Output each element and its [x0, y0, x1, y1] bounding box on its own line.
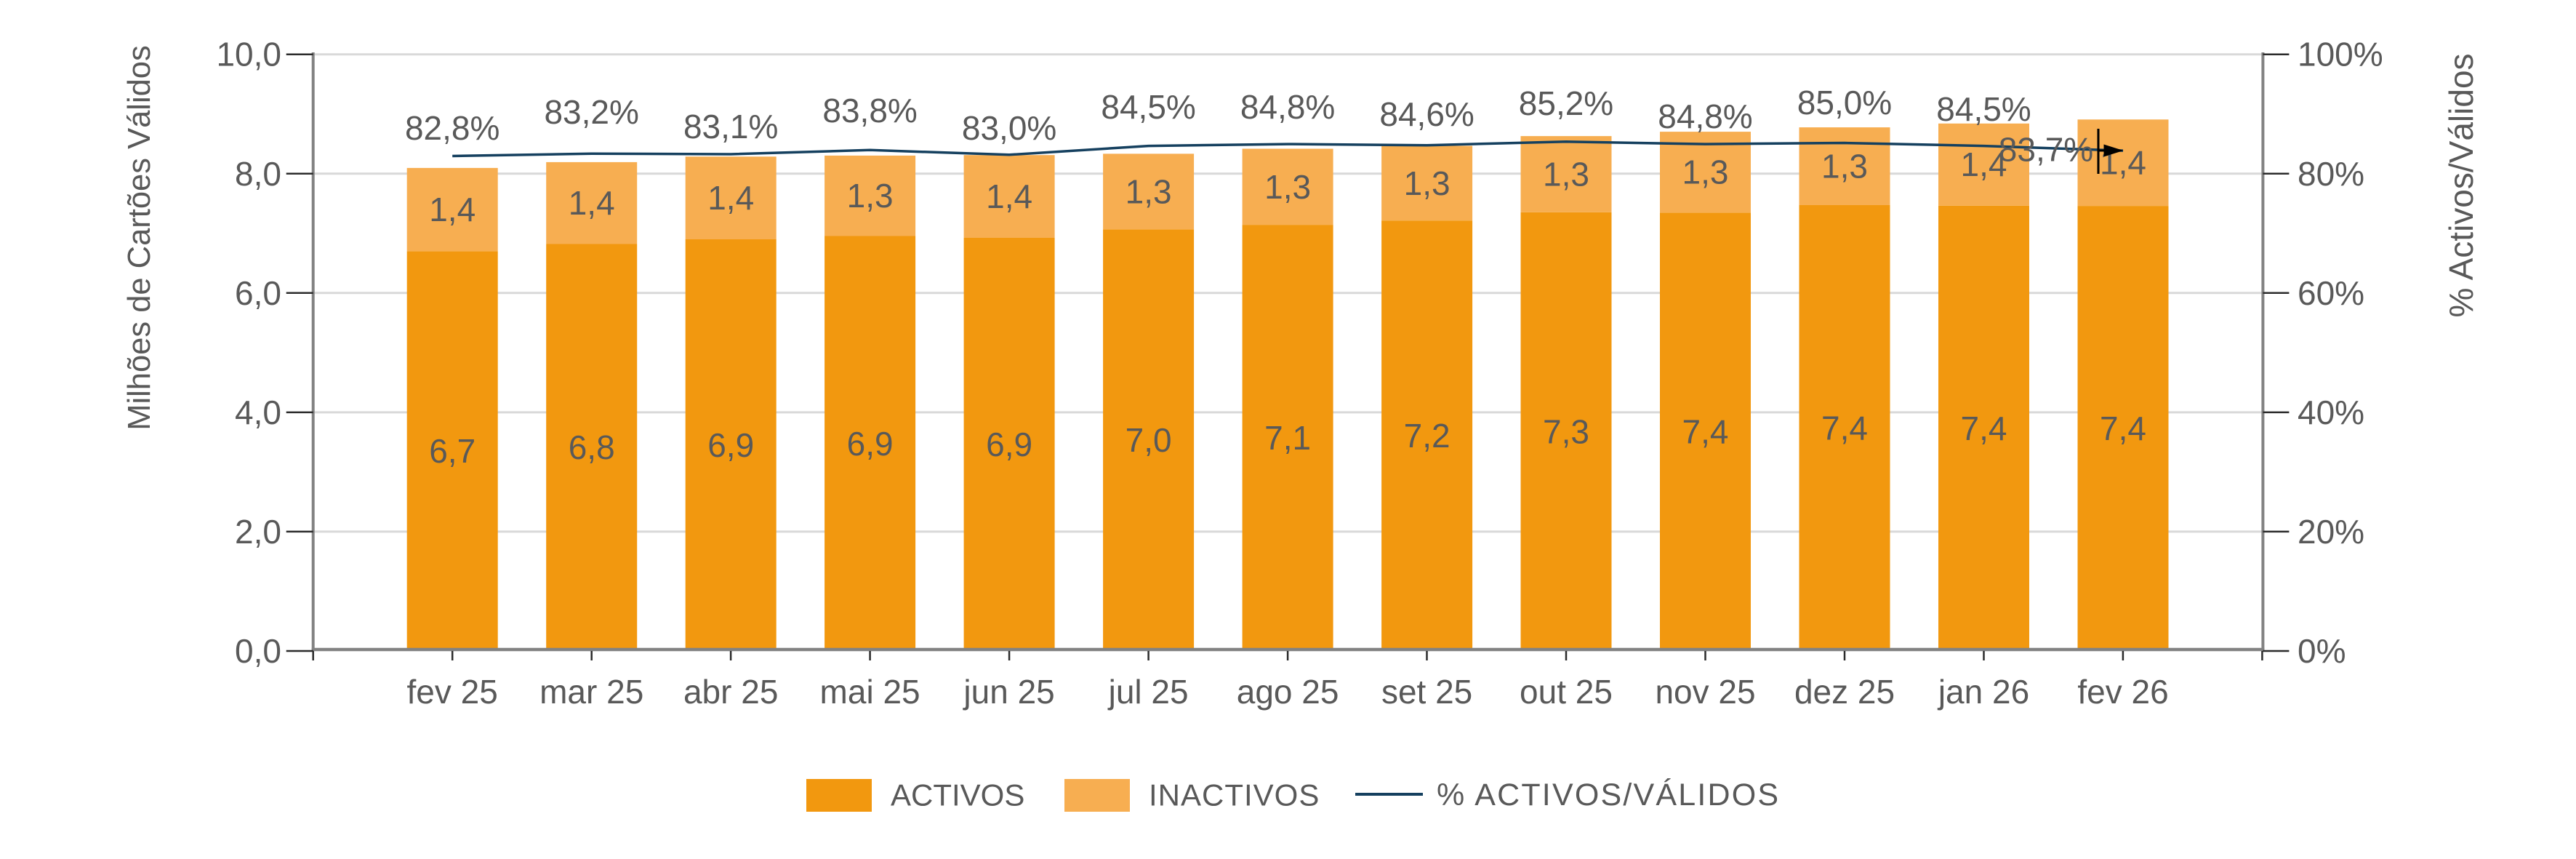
svg-text:84,5%: 84,5% [1101, 88, 1195, 126]
svg-text:1,3: 1,3 [847, 177, 894, 215]
svg-text:6,9: 6,9 [847, 425, 894, 463]
svg-text:7,0: 7,0 [1126, 421, 1172, 459]
svg-text:84,8%: 84,8% [1240, 88, 1335, 126]
svg-text:6,7: 6,7 [429, 432, 476, 470]
svg-text:0%: 0% [2298, 632, 2346, 670]
svg-text:4,0: 4,0 [235, 393, 281, 431]
svg-text:ago 25: ago 25 [1237, 673, 1339, 711]
svg-text:% ACTIVOS/VÁLIDOS: % ACTIVOS/VÁLIDOS [1437, 778, 1780, 812]
svg-text:20%: 20% [2298, 513, 2364, 551]
svg-text:84,5%: 84,5% [1936, 90, 2031, 128]
svg-text:ACTIVOS: ACTIVOS [891, 778, 1024, 812]
svg-text:6,9: 6,9 [707, 426, 754, 464]
svg-text:1,4: 1,4 [707, 179, 754, 217]
svg-text:mar 25: mar 25 [539, 673, 643, 711]
svg-text:1,3: 1,3 [1543, 155, 1589, 193]
svg-text:dez 25: dez 25 [1794, 673, 1895, 711]
svg-text:8,0: 8,0 [235, 155, 281, 193]
svg-text:84,6%: 84,6% [1379, 95, 1474, 133]
svg-text:INACTIVOS: INACTIVOS [1149, 778, 1320, 812]
svg-text:80%: 80% [2298, 155, 2364, 193]
svg-text:100%: 100% [2298, 36, 2383, 73]
svg-text:1,3: 1,3 [1264, 168, 1311, 206]
svg-text:6,8: 6,8 [569, 428, 615, 466]
svg-text:7,4: 7,4 [1821, 409, 1868, 447]
svg-text:10,0: 10,0 [216, 36, 281, 73]
svg-text:1,3: 1,3 [1404, 164, 1450, 202]
svg-text:7,4: 7,4 [1682, 413, 1729, 451]
svg-text:7,3: 7,3 [1543, 412, 1589, 450]
svg-text:6,0: 6,0 [235, 274, 281, 312]
svg-text:84,8%: 84,8% [1658, 97, 1752, 135]
svg-text:1,4: 1,4 [1961, 145, 2007, 183]
svg-text:1,4: 1,4 [569, 184, 615, 222]
svg-text:7,2: 7,2 [1404, 417, 1450, 455]
svg-text:7,4: 7,4 [2100, 409, 2146, 447]
svg-text:fev 25: fev 25 [407, 673, 498, 711]
svg-text:7,1: 7,1 [1264, 419, 1311, 457]
svg-text:jun 25: jun 25 [962, 673, 1054, 711]
svg-text:82,8%: 82,8% [405, 109, 499, 147]
svg-text:fev 26: fev 26 [2077, 673, 2168, 711]
svg-text:0,0: 0,0 [235, 632, 281, 670]
svg-text:83,8%: 83,8% [822, 92, 917, 129]
svg-text:1,4: 1,4 [986, 177, 1032, 215]
svg-text:83,2%: 83,2% [544, 93, 638, 131]
svg-text:out 25: out 25 [1520, 673, 1613, 711]
svg-text:1,3: 1,3 [1821, 148, 1868, 185]
svg-text:nov 25: nov 25 [1655, 673, 1755, 711]
svg-text:set 25: set 25 [1381, 673, 1472, 711]
svg-text:jul 25: jul 25 [1107, 673, 1189, 711]
svg-text:% Activos/Válidos: % Activos/Válidos [2442, 53, 2480, 317]
svg-text:85,2%: 85,2% [1519, 84, 1613, 122]
svg-text:1,3: 1,3 [1682, 153, 1729, 191]
svg-text:1,3: 1,3 [1126, 172, 1172, 210]
svg-text:40%: 40% [2298, 393, 2364, 431]
svg-text:mai 25: mai 25 [820, 673, 920, 711]
svg-text:7,4: 7,4 [1961, 409, 2007, 447]
svg-text:83,7%: 83,7% [1999, 131, 2093, 169]
svg-text:85,0%: 85,0% [1797, 84, 1892, 121]
svg-text:jan 26: jan 26 [1937, 673, 2029, 711]
svg-text:6,9: 6,9 [986, 425, 1032, 463]
svg-text:abr 25: abr 25 [683, 673, 778, 711]
svg-text:60%: 60% [2298, 274, 2364, 312]
svg-text:2,0: 2,0 [235, 513, 281, 551]
svg-text:83,1%: 83,1% [683, 108, 778, 145]
svg-text:1,4: 1,4 [429, 191, 476, 228]
svg-text:Milhões de Cartões Válidos: Milhões de Cartões Válidos [122, 45, 157, 431]
svg-text:83,0%: 83,0% [962, 109, 1056, 147]
